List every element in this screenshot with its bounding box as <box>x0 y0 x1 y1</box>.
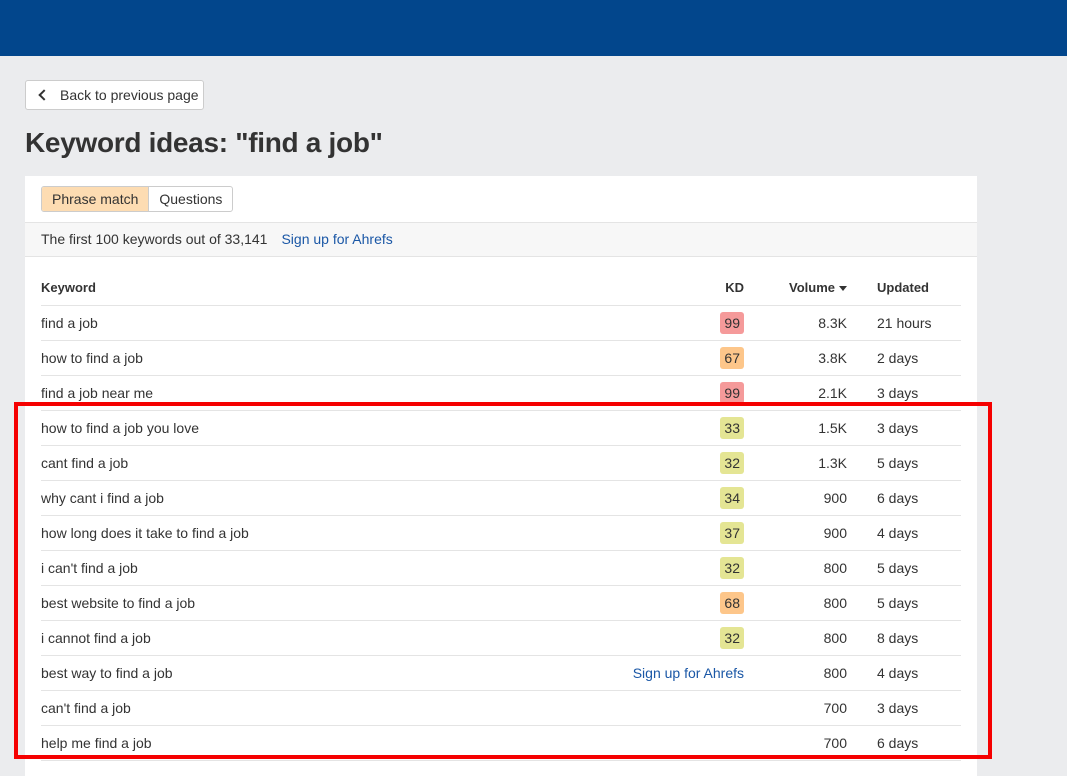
column-header-volume[interactable]: Volume <box>744 271 847 306</box>
kd-badge: 33 <box>720 416 744 439</box>
table-row: help me find a job 700 6 days <box>41 725 961 761</box>
kd-cell: Sign up for Ahrefs <box>604 655 744 691</box>
chevron-left-icon <box>38 89 50 101</box>
keyword-cell[interactable]: help me find a job <box>41 725 604 761</box>
table-row: i can't find a job 32 800 5 days <box>41 550 961 586</box>
keyword-cell[interactable]: best way to find a job <box>41 655 604 691</box>
kd-badge: 99 <box>720 381 744 404</box>
updated-cell: 21 hours <box>847 305 961 341</box>
updated-cell: 4 days <box>847 655 961 691</box>
kd-badge: 34 <box>720 486 744 509</box>
table-row: can't find a job 700 3 days <box>41 690 961 726</box>
keyword-cell[interactable]: how to find a job <box>41 340 604 376</box>
table-row: best website to find a job 68 800 5 days <box>41 585 961 621</box>
kd-cell: 32 <box>604 550 744 586</box>
table-row: how to find a job you love 33 1.5K 3 day… <box>41 410 961 446</box>
kd-cell: 33 <box>604 410 744 446</box>
keyword-cell[interactable]: find a job <box>41 305 604 341</box>
kd-cell: 67 <box>604 340 744 376</box>
table-row: cant find a job 32 1.3K 5 days <box>41 445 961 481</box>
updated-cell: 5 days <box>847 585 961 621</box>
kd-cell <box>604 690 744 726</box>
table-row: find a job 99 8.3K 21 hours <box>41 305 961 341</box>
back-button[interactable]: Back to previous page <box>25 80 204 110</box>
sign-up-link[interactable]: Sign up for Ahrefs <box>281 231 393 247</box>
volume-cell: 900 <box>744 515 847 551</box>
kd-cell: 32 <box>604 445 744 481</box>
keyword-cell[interactable]: how long does it take to find a job <box>41 515 604 551</box>
keywords-card: Phrase match Questions The first 100 key… <box>25 176 977 776</box>
volume-cell: 1.3K <box>744 445 847 481</box>
updated-cell: 3 days <box>847 690 961 726</box>
keyword-cell[interactable]: can't find a job <box>41 690 604 726</box>
page-background-right <box>977 56 1067 760</box>
keyword-cell[interactable]: best website to find a job <box>41 585 604 621</box>
keyword-cell[interactable]: how to find a job you love <box>41 410 604 446</box>
keywords-table: Keyword KD Volume Updated find a job 99 … <box>41 271 961 761</box>
sort-desc-icon <box>839 286 847 292</box>
kd-badge: 68 <box>720 591 744 614</box>
updated-cell: 5 days <box>847 445 961 481</box>
updated-cell: 8 days <box>847 620 961 656</box>
volume-cell: 800 <box>744 620 847 656</box>
volume-cell: 800 <box>744 655 847 691</box>
updated-cell: 5 days <box>847 550 961 586</box>
kd-cell: 37 <box>604 515 744 551</box>
kd-cell: 99 <box>604 375 744 411</box>
keyword-cell[interactable]: i can't find a job <box>41 550 604 586</box>
column-header-kd[interactable]: KD <box>604 271 744 306</box>
keyword-cell[interactable]: i cannot find a job <box>41 620 604 656</box>
table-row: i cannot find a job 32 800 8 days <box>41 620 961 656</box>
column-header-keyword[interactable]: Keyword <box>41 271 604 306</box>
volume-cell: 3.8K <box>744 340 847 376</box>
kd-badge: 32 <box>720 451 744 474</box>
volume-cell: 800 <box>744 585 847 621</box>
updated-cell: 3 days <box>847 410 961 446</box>
volume-cell: 2.1K <box>744 375 847 411</box>
results-count-text: The first 100 keywords out of 33,141 <box>41 231 268 247</box>
volume-cell: 700 <box>744 690 847 726</box>
column-header-updated[interactable]: Updated <box>847 271 961 306</box>
updated-cell: 6 days <box>847 725 961 761</box>
volume-cell: 900 <box>744 480 847 516</box>
sign-up-link[interactable]: Sign up for Ahrefs <box>632 664 744 681</box>
tab-phrase-match[interactable]: Phrase match <box>42 187 150 211</box>
table-row: best way to find a job Sign up for Ahref… <box>41 655 961 691</box>
updated-cell: 2 days <box>847 340 961 376</box>
page-title: Keyword ideas: "find a job" <box>25 127 383 158</box>
keyword-cell[interactable]: cant find a job <box>41 445 604 481</box>
kd-badge: 67 <box>720 346 744 369</box>
kd-cell: 68 <box>604 585 744 621</box>
kd-badge: 99 <box>720 311 744 334</box>
table-row: why cant i find a job 34 900 6 days <box>41 480 961 516</box>
back-button-label: Back to previous page <box>60 87 199 103</box>
kd-badge: 32 <box>720 556 744 579</box>
volume-cell: 8.3K <box>744 305 847 341</box>
table-row: how long does it take to find a job 37 9… <box>41 515 961 551</box>
kd-cell <box>604 725 744 761</box>
updated-cell: 6 days <box>847 480 961 516</box>
kd-cell: 32 <box>604 620 744 656</box>
tab-questions[interactable]: Questions <box>159 191 223 207</box>
keyword-cell[interactable]: why cant i find a job <box>41 480 604 516</box>
table-row: how to find a job 67 3.8K 2 days <box>41 340 961 376</box>
updated-cell: 3 days <box>847 375 961 411</box>
volume-cell: 700 <box>744 725 847 761</box>
top-navigation-bar <box>0 0 1067 56</box>
kd-badge: 37 <box>720 521 744 544</box>
kd-cell: 34 <box>604 480 744 516</box>
volume-cell: 1.5K <box>744 410 847 446</box>
keyword-cell[interactable]: find a job near me <box>41 375 604 411</box>
volume-header-label: Volume <box>789 280 835 296</box>
updated-cell: 4 days <box>847 515 961 551</box>
volume-cell: 800 <box>744 550 847 586</box>
match-type-tabs: Phrase match Questions <box>41 186 234 212</box>
results-info-bar: The first 100 keywords out of 33,141 Sign… <box>25 222 977 257</box>
table-row: find a job near me 99 2.1K 3 days <box>41 375 961 411</box>
kd-badge: 32 <box>720 626 744 649</box>
kd-cell: 99 <box>604 305 744 341</box>
